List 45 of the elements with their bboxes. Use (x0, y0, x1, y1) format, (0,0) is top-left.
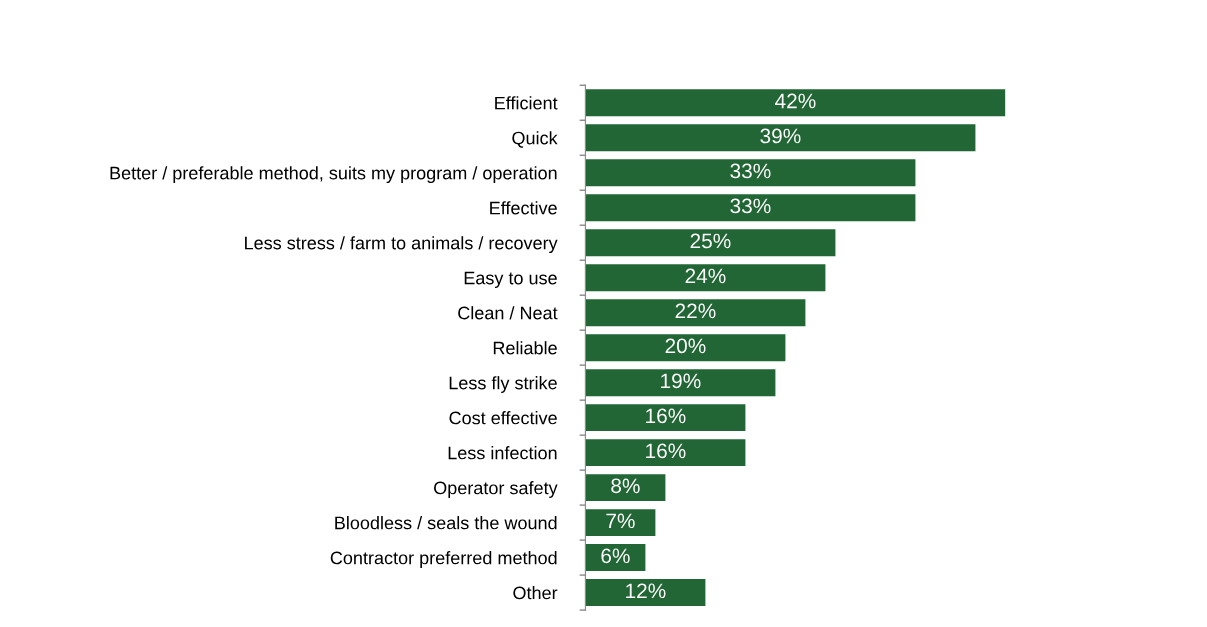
data-label: 22% (675, 303, 716, 319)
y-tick-label: Clean / Neat (458, 306, 558, 320)
y-tick-label: Bloodless / seals the wound (335, 516, 557, 530)
y-tick-label: Contractor preferred method (330, 551, 557, 568)
data-label: 33% (730, 163, 771, 179)
data-label: 6% (601, 548, 630, 564)
y-tick-label: Operator safety (434, 481, 558, 498)
bar (585, 579, 706, 607)
y-tick-label: Cost effective (449, 411, 557, 425)
bar (585, 89, 1006, 117)
y-tick-label: Effective (490, 201, 557, 215)
data-label: 19% (661, 373, 701, 389)
bar (585, 369, 776, 397)
y-tick-label: Easy to use (464, 271, 557, 288)
bar (585, 509, 656, 537)
data-label: 16% (646, 408, 686, 424)
y-tick-label: Efficient (495, 96, 558, 110)
bar (585, 124, 976, 152)
data-label: 8% (611, 478, 640, 494)
data-label: 42% (775, 93, 816, 109)
data-label: 16% (646, 443, 686, 459)
bar (585, 264, 826, 292)
data-label: 39% (760, 128, 801, 144)
y-tick-label: Better / preferable method, suits my program / operation (110, 166, 557, 184)
bar (585, 334, 786, 362)
y-tick-label: Other (513, 586, 558, 600)
bar (585, 439, 746, 467)
bar (585, 299, 806, 327)
data-label: 12% (626, 583, 666, 599)
y-tick-label: Quick (512, 131, 558, 148)
data-label: 20% (665, 338, 706, 354)
bar (585, 159, 916, 187)
data-label: 25% (690, 233, 731, 249)
bar (585, 474, 666, 502)
bar (585, 544, 646, 572)
y-tick-label: Reliable (493, 341, 557, 355)
bar (585, 229, 836, 257)
bar (585, 404, 746, 432)
data-label: 24% (685, 268, 726, 284)
y-tick-label: Less infection (448, 446, 557, 460)
data-label: 7% (606, 513, 635, 529)
data-label: 33% (730, 198, 771, 214)
bar (585, 194, 916, 222)
y-tick-label: Less stress / farm to animals / recovery (245, 236, 558, 253)
y-tick-label: Less fly strike (449, 376, 557, 393)
